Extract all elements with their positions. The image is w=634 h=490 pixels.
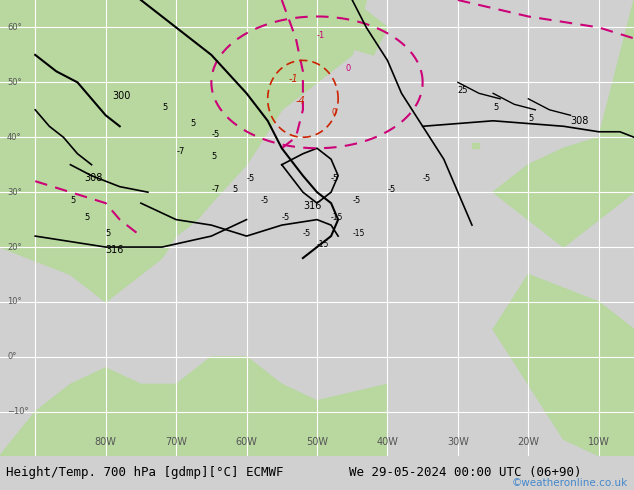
Text: 60W: 60W	[236, 438, 257, 447]
Text: -5: -5	[247, 174, 255, 183]
Text: 10W: 10W	[588, 438, 610, 447]
Text: 20°: 20°	[7, 243, 22, 251]
Text: 40W: 40W	[377, 438, 398, 447]
Text: 5: 5	[70, 196, 75, 205]
Text: 60°: 60°	[7, 23, 22, 32]
Text: 5: 5	[211, 152, 217, 161]
Text: 10°: 10°	[7, 297, 22, 306]
Text: 308: 308	[571, 116, 589, 125]
Text: -5: -5	[423, 174, 431, 183]
Text: -15: -15	[317, 240, 330, 249]
Text: 316: 316	[106, 245, 124, 255]
Text: 0: 0	[345, 64, 351, 74]
Text: -1: -1	[317, 31, 325, 41]
Text: 30°: 30°	[7, 188, 22, 196]
Text: −10°: −10°	[7, 407, 29, 416]
Text: -7: -7	[176, 147, 184, 156]
Text: -1: -1	[289, 74, 299, 84]
Text: 50W: 50W	[306, 438, 328, 447]
Text: -4: -4	[296, 97, 306, 106]
Text: 30W: 30W	[447, 438, 469, 447]
Polygon shape	[493, 274, 634, 456]
Text: 25: 25	[458, 86, 469, 96]
Text: ©weatheronline.co.uk: ©weatheronline.co.uk	[512, 478, 628, 488]
Text: Height/Temp. 700 hPa [gdmp][°C] ECMWF: Height/Temp. 700 hPa [gdmp][°C] ECMWF	[6, 466, 284, 479]
Text: -15: -15	[331, 213, 344, 221]
Text: We 29-05-2024 00:00 UTC (06+90): We 29-05-2024 00:00 UTC (06+90)	[349, 466, 581, 479]
Text: 5: 5	[493, 103, 498, 112]
Polygon shape	[247, 0, 387, 55]
Text: 5: 5	[233, 185, 238, 194]
Text: 5: 5	[162, 103, 167, 112]
Text: -5: -5	[281, 213, 290, 221]
Text: 50°: 50°	[7, 78, 22, 87]
Text: 0: 0	[331, 108, 337, 117]
Text: 5: 5	[106, 229, 111, 238]
Polygon shape	[0, 0, 366, 302]
Text: -5: -5	[303, 229, 311, 238]
Polygon shape	[493, 0, 634, 247]
Text: 20W: 20W	[517, 438, 540, 447]
Text: 5: 5	[190, 119, 195, 128]
Text: -5: -5	[353, 196, 361, 205]
Polygon shape	[472, 143, 479, 148]
Text: 40°: 40°	[7, 133, 22, 142]
Text: -15: -15	[353, 229, 365, 238]
Text: 308: 308	[84, 173, 103, 183]
Text: 5: 5	[528, 114, 534, 123]
Text: -5: -5	[261, 196, 269, 205]
Text: 0°: 0°	[7, 352, 16, 361]
Text: -7: -7	[211, 185, 220, 194]
Text: -5: -5	[387, 185, 396, 194]
Text: 70W: 70W	[165, 438, 187, 447]
Text: 80W: 80W	[94, 438, 117, 447]
Text: -5: -5	[331, 174, 339, 183]
Text: -5: -5	[211, 130, 219, 139]
Text: 5: 5	[84, 213, 90, 221]
Text: 300: 300	[113, 91, 131, 101]
Text: 316: 316	[303, 200, 321, 211]
Polygon shape	[0, 357, 387, 456]
